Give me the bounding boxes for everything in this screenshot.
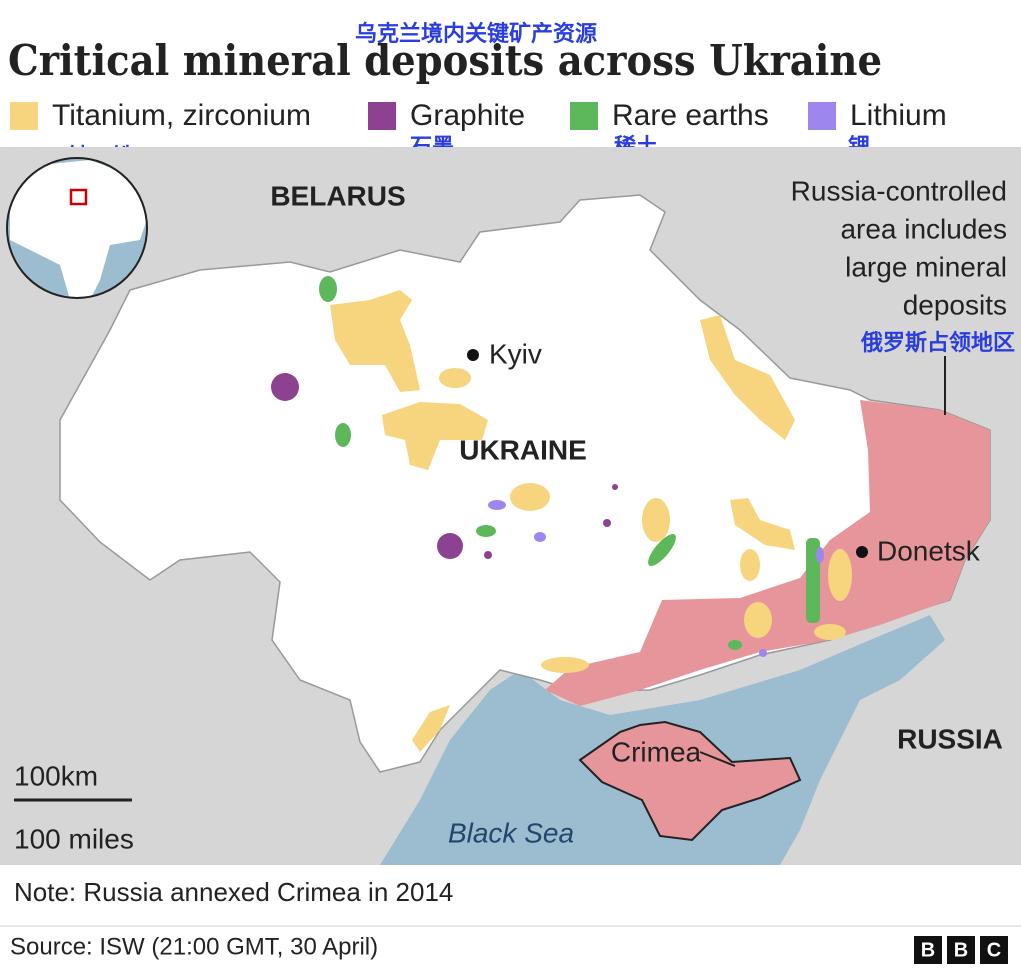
legend-label: Graphite: [410, 99, 525, 132]
annotation-line: Russia-controlled: [791, 175, 1007, 206]
annotation-line: deposits: [903, 289, 1007, 320]
deposit: [744, 602, 772, 638]
logo-letter: B: [921, 939, 935, 961]
legend-swatch: [368, 102, 396, 130]
annotation-zh: 俄罗斯占领地区: [860, 330, 1015, 356]
annotation-line: large mineral: [845, 251, 1007, 282]
deposit: [603, 519, 611, 527]
deposit: [814, 624, 846, 640]
legend-swatch: [570, 102, 598, 130]
legend-label: Lithium: [850, 99, 947, 132]
legend-label: Titanium, zirconium: [52, 99, 311, 132]
deposit: [484, 551, 492, 559]
deposit: [642, 498, 670, 542]
note: Note: Russia annexed Crimea in 2014: [14, 877, 453, 907]
deposit: [476, 525, 496, 537]
crimea: [578, 720, 802, 842]
map-label: RUSSIA: [897, 723, 1003, 754]
logo-letter: C: [987, 939, 1001, 961]
deposit: [828, 549, 852, 601]
deposit: [330, 290, 420, 392]
annotation-line: area includes: [840, 213, 1007, 244]
map-label: Kyiv: [489, 338, 542, 369]
logo-letter: B: [954, 939, 968, 961]
source: Source: ISW (21:00 GMT, 30 April): [10, 933, 378, 960]
map-label: BELARUS: [270, 180, 405, 211]
russia-controlled-area: [545, 400, 990, 706]
deposit: [437, 533, 463, 559]
map-label: Black Sea: [448, 817, 574, 848]
deposit: [806, 538, 820, 623]
deposit: [728, 640, 742, 650]
deposit: [700, 315, 795, 440]
globe-land: [10, 160, 146, 297]
city-dot: [856, 546, 868, 558]
title: Critical mineral deposits across Ukraine: [8, 36, 882, 85]
deposit: [534, 532, 546, 542]
scale-label: 100 miles: [14, 823, 134, 854]
legend-swatch: [808, 102, 836, 130]
deposit: [488, 500, 506, 510]
leader-line: [699, 751, 736, 767]
logo-box: [947, 936, 975, 964]
map-label: UKRAINE: [459, 434, 587, 465]
deposit: [439, 368, 471, 388]
deposit: [319, 276, 337, 302]
deposit: [740, 549, 760, 581]
deposit: [412, 705, 450, 752]
logo-box: [980, 936, 1008, 964]
logo-box: [914, 936, 942, 964]
map-label: Donetsk: [877, 535, 981, 566]
city-dot: [467, 349, 479, 361]
deposit: [271, 373, 299, 401]
deposit: [541, 657, 589, 673]
deposit: [759, 649, 767, 657]
deposit: [730, 498, 795, 550]
scale-label: 100km: [14, 760, 98, 791]
legend-label: Rare earths: [612, 99, 769, 132]
deposit: [816, 547, 824, 563]
deposit: [612, 484, 618, 490]
deposit: [648, 534, 676, 566]
deposit: [335, 423, 351, 447]
deposit: [382, 402, 488, 470]
legend-swatch: [10, 102, 38, 130]
title-zh: 乌克兰境内关键矿产资源: [355, 21, 597, 47]
map-label: Crimea: [611, 736, 702, 767]
deposit: [510, 483, 550, 511]
globe-border: [6, 157, 148, 299]
ukraine-locator: [69, 188, 88, 206]
annotation: Russia-controlled area includes large mine…: [791, 175, 1007, 320]
deposits: [271, 276, 852, 752]
